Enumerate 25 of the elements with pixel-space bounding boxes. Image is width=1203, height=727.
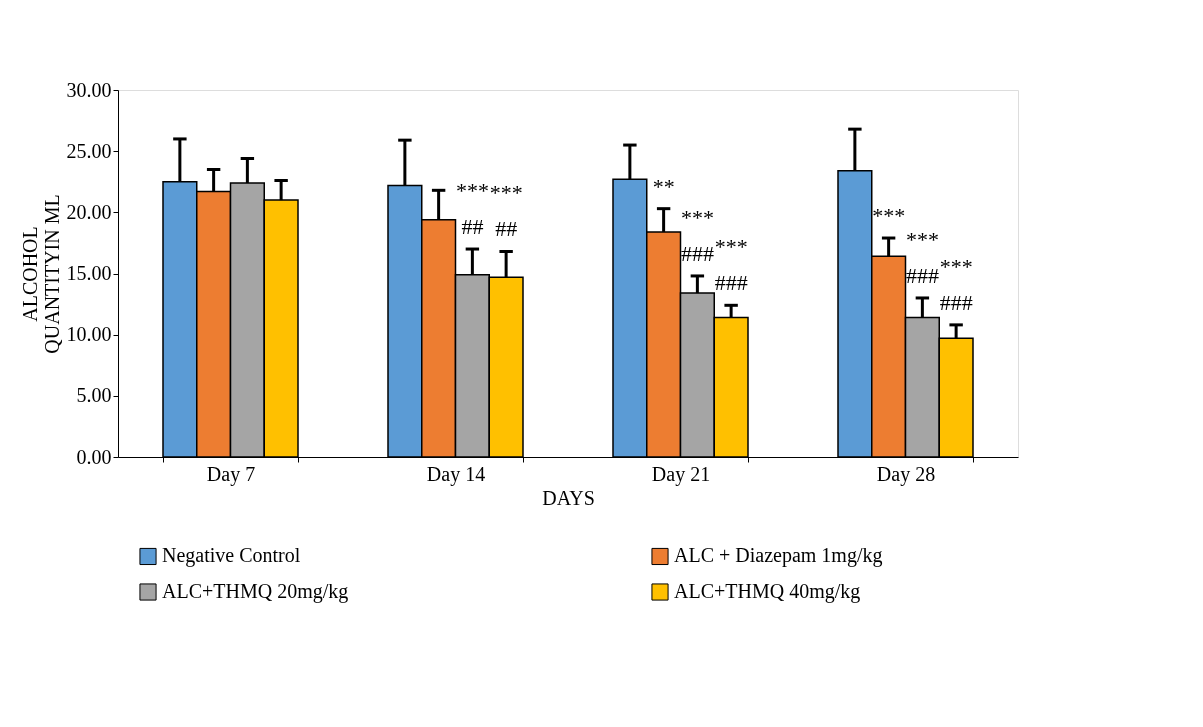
text: *** ### [905, 226, 939, 288]
legend-label: ALC+THMQ 20mg/kg [162, 580, 349, 603]
y-tick-label: 30.00 [66, 78, 112, 101]
x-tick-label: Day 14 [426, 462, 486, 486]
y-tick-label: 25.00 [66, 139, 112, 162]
y-tick-label: 5.00 [76, 384, 112, 407]
text: *** ## [455, 178, 489, 240]
text: *** ### [939, 253, 973, 315]
y-tick-label: 0.00 [76, 445, 112, 468]
x-tick-label: Day 28 [876, 462, 936, 486]
legend-label: ALC + Diazepam 1mg/kg [674, 544, 883, 568]
text: *** ## [489, 180, 523, 242]
legend-label: ALC+THMQ 40mg/kg [674, 580, 861, 603]
data-label: ** [652, 173, 675, 199]
x-axis-title: DAYS [542, 486, 595, 509]
y-axis-title: ALCOHOL QUANTITYIN ML [18, 194, 63, 354]
data-label: *** [872, 203, 906, 229]
y-tick-label: 10.00 [66, 323, 112, 346]
text: *** ### [680, 204, 714, 266]
x-tick-label: Day 21 [651, 462, 711, 486]
x-tick-label: Day 7 [206, 462, 256, 486]
y-tick-label: 15.00 [66, 262, 112, 284]
text: *** ### [714, 234, 748, 296]
y-tick-label: 20.00 [66, 200, 112, 223]
legend-label: Negative Control [162, 544, 301, 568]
